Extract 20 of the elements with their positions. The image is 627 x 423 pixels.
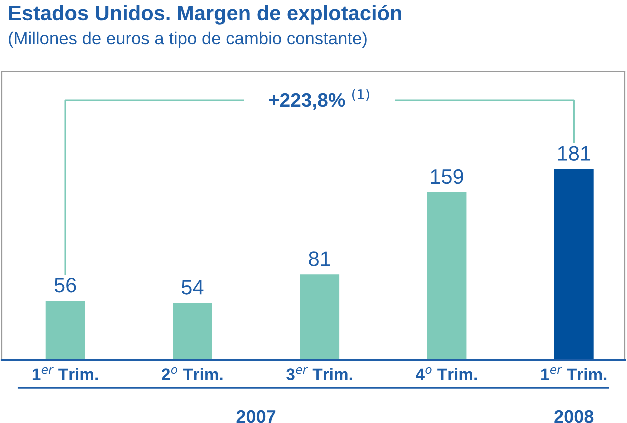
x-tick-label: 3$^{er}$ Trim. bbox=[286, 367, 352, 381]
text: +223,8% $^{(1)}$ bbox=[269, 89, 370, 110]
data-label: 54 bbox=[182, 280, 204, 295]
bar bbox=[427, 192, 467, 360]
bar bbox=[554, 169, 594, 360]
x-tick-label: 4$^{o}$ Trim. bbox=[416, 367, 478, 380]
bar bbox=[300, 274, 340, 360]
data-label: 159 bbox=[431, 169, 464, 184]
x-tick-label: 2$^{o}$ Trim. bbox=[162, 367, 223, 380]
chart-title: Estados Unidos. Margen de explotación bbox=[9, 5, 402, 25]
chart-subtitle: (Millones de euros a tipo de cambio constante) bbox=[9, 32, 367, 48]
bar bbox=[173, 303, 212, 360]
x-tick-label: 1$^{er}$ Trim. bbox=[542, 367, 607, 380]
text: 2007 bbox=[236, 410, 276, 423]
data-label: 81 bbox=[309, 252, 330, 266]
text: 2008 bbox=[554, 410, 594, 423]
data-label: 56 bbox=[54, 278, 76, 293]
x-tick-label: 1$^{er}$ Trim. bbox=[32, 367, 98, 380]
data-label: 181 bbox=[558, 146, 591, 161]
bar bbox=[46, 300, 86, 360]
